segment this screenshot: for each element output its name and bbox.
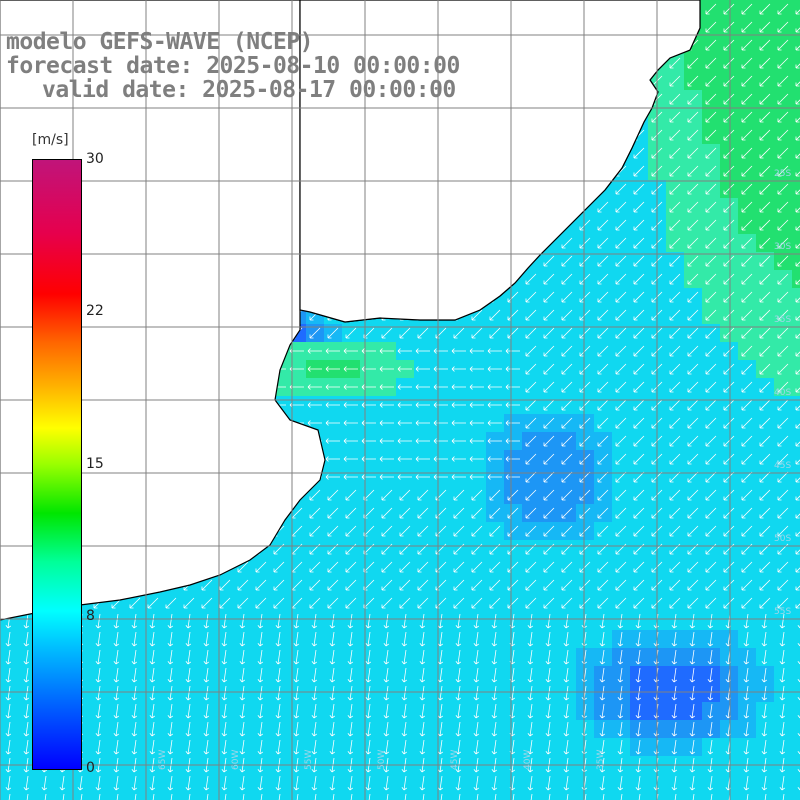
lat-label: 40S (774, 388, 791, 398)
lon-label: 65W (158, 750, 168, 770)
lat-label: 55S (774, 607, 791, 617)
lon-label: 40W (523, 750, 533, 770)
grid-labels: 25S 30S 35S 40S 45S 50S 55S 65W 60W 55W 50W 45W 40W 3… (158, 169, 791, 770)
lat-label: 35S (774, 315, 791, 325)
title-block: modelo GEFS-WAVE (NCEP) forecast date: 2… (6, 30, 460, 102)
lon-label: 60W (231, 750, 241, 770)
model-title: modelo GEFS-WAVE (NCEP) (6, 29, 313, 55)
lat-label: 45S (774, 461, 791, 471)
lat-label: 30S (774, 242, 791, 252)
lon-label: 50W (377, 750, 387, 770)
lon-label: 55W (304, 750, 314, 770)
land-mass-brazil-interior (299, 0, 701, 323)
lat-label: 50S (774, 534, 791, 544)
lon-label: 35W (596, 750, 606, 770)
lat-label: 25S (774, 169, 791, 179)
valid-date: valid date: 2025-08-17 00:00:00 (42, 77, 456, 103)
forecast-date: forecast date: 2025-08-10 00:00:00 (6, 53, 460, 79)
lon-label: 45W (450, 750, 460, 770)
